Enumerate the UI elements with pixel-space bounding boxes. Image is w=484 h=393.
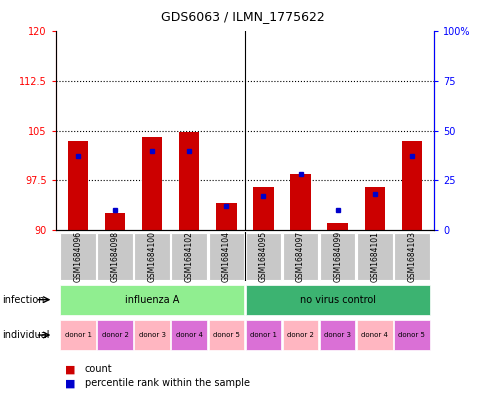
Text: GSM1684097: GSM1684097	[295, 231, 304, 282]
Text: donor 5: donor 5	[212, 332, 239, 338]
Text: GSM1684095: GSM1684095	[258, 231, 268, 282]
Bar	[171, 233, 207, 280]
Text: influenza A: influenza A	[125, 295, 179, 305]
Text: count: count	[85, 364, 112, 375]
Bar	[245, 285, 429, 315]
Text: donor 1: donor 1	[249, 332, 276, 338]
Text: individual: individual	[2, 330, 50, 340]
Bar	[401, 141, 421, 230]
Bar	[134, 233, 170, 280]
Bar	[68, 141, 88, 230]
Text: GSM1684099: GSM1684099	[333, 231, 341, 282]
Bar	[105, 213, 125, 230]
Bar	[60, 233, 96, 280]
Text: donor 4: donor 4	[176, 332, 202, 338]
Text: GSM1684104: GSM1684104	[221, 231, 230, 282]
Bar	[60, 285, 243, 315]
Text: infection: infection	[2, 295, 45, 305]
Bar	[393, 320, 429, 350]
Bar	[356, 320, 392, 350]
Text: donor 5: donor 5	[397, 332, 424, 338]
Bar	[216, 204, 236, 230]
Text: donor 2: donor 2	[102, 332, 128, 338]
Text: ■: ■	[65, 364, 76, 375]
Bar	[60, 320, 96, 350]
Bar	[364, 187, 384, 230]
Bar	[253, 187, 273, 230]
Bar	[245, 233, 281, 280]
Text: donor 2: donor 2	[287, 332, 313, 338]
Bar	[327, 223, 347, 230]
Bar	[290, 174, 310, 230]
Bar	[282, 233, 318, 280]
Text: percentile rank within the sample: percentile rank within the sample	[85, 378, 249, 388]
Bar	[134, 320, 170, 350]
Bar	[319, 320, 355, 350]
Text: donor 3: donor 3	[138, 332, 166, 338]
Bar	[142, 137, 162, 230]
Bar	[171, 320, 207, 350]
Text: GDS6063 / ILMN_1775622: GDS6063 / ILMN_1775622	[160, 10, 324, 23]
Text: GSM1684103: GSM1684103	[407, 231, 415, 282]
Text: GSM1684100: GSM1684100	[148, 231, 156, 282]
Text: GSM1684098: GSM1684098	[110, 231, 120, 282]
Text: donor 4: donor 4	[361, 332, 387, 338]
Bar	[319, 233, 355, 280]
Bar	[356, 233, 392, 280]
Bar	[393, 233, 429, 280]
Bar	[208, 320, 243, 350]
Text: donor 1: donor 1	[64, 332, 91, 338]
Text: GSM1684096: GSM1684096	[74, 231, 82, 282]
Text: ■: ■	[65, 378, 76, 388]
Text: no virus control: no virus control	[299, 295, 375, 305]
Text: GSM1684101: GSM1684101	[369, 231, 378, 282]
Bar	[97, 320, 133, 350]
Text: GSM1684102: GSM1684102	[184, 231, 194, 282]
Bar	[245, 320, 281, 350]
Bar	[179, 132, 199, 230]
Bar	[208, 233, 243, 280]
Bar	[282, 320, 318, 350]
Text: donor 3: donor 3	[323, 332, 350, 338]
Bar	[97, 233, 133, 280]
